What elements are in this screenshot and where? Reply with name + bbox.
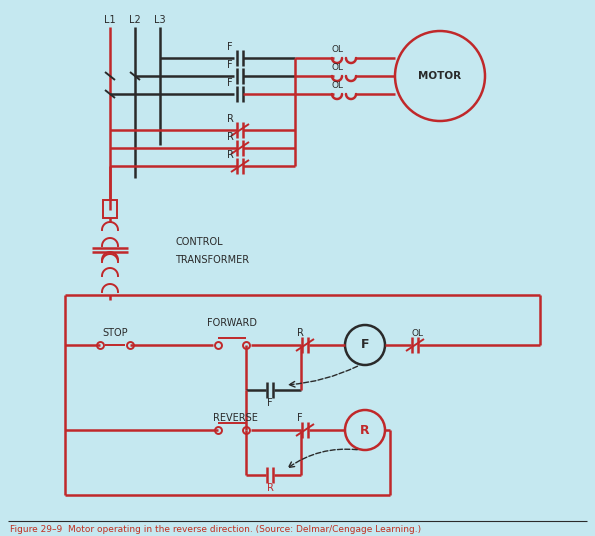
Text: F: F bbox=[267, 398, 273, 408]
Bar bbox=[103, 200, 117, 218]
Text: R: R bbox=[227, 150, 233, 160]
Text: OL: OL bbox=[332, 80, 344, 90]
Text: OL: OL bbox=[411, 329, 423, 338]
Text: Figure 29–9  Motor operating in the reverse direction. (Source: Delmar/Cengage L: Figure 29–9 Motor operating in the rever… bbox=[10, 525, 421, 533]
Text: R: R bbox=[267, 483, 274, 493]
Text: F: F bbox=[227, 42, 233, 52]
Text: OL: OL bbox=[332, 44, 344, 54]
Text: FORWARD: FORWARD bbox=[207, 318, 257, 328]
Text: L3: L3 bbox=[154, 15, 166, 25]
Text: R: R bbox=[296, 328, 303, 338]
Text: F: F bbox=[227, 60, 233, 70]
Text: L1: L1 bbox=[104, 15, 116, 25]
Text: R: R bbox=[227, 132, 233, 142]
Text: STOP: STOP bbox=[102, 328, 128, 338]
Text: L2: L2 bbox=[129, 15, 141, 25]
Text: F: F bbox=[361, 339, 369, 352]
Text: REVERSE: REVERSE bbox=[213, 413, 258, 423]
Text: R: R bbox=[227, 114, 233, 124]
Text: OL: OL bbox=[332, 63, 344, 71]
Text: TRANSFORMER: TRANSFORMER bbox=[175, 255, 249, 265]
Text: CONTROL: CONTROL bbox=[175, 237, 223, 247]
Text: MOTOR: MOTOR bbox=[418, 71, 462, 81]
Text: F: F bbox=[227, 78, 233, 88]
Text: F: F bbox=[297, 413, 303, 423]
Text: R: R bbox=[360, 423, 370, 436]
